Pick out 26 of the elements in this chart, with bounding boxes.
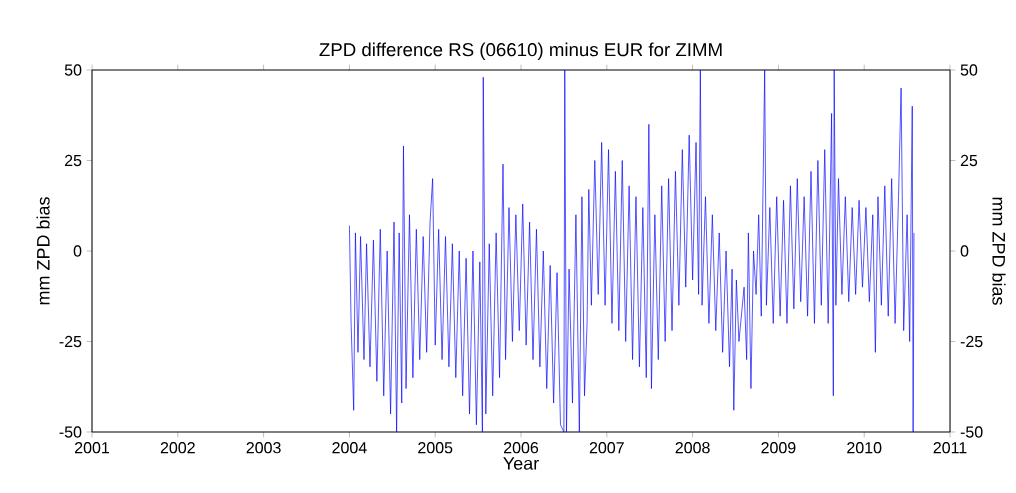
- y2-tick-label: 25: [960, 154, 978, 167]
- x-tick-label: 2008: [675, 442, 710, 454]
- x-tick-label: 2006: [504, 442, 539, 454]
- y-tick-label: 0: [73, 245, 82, 257]
- x-tick-label: 2005: [418, 442, 453, 454]
- x-tick-label: 2004: [332, 442, 367, 454]
- y2-axis-title: mm ZPD bias: [992, 197, 1006, 305]
- y-tick-label: -25: [59, 335, 82, 348]
- x-tick-label: 2003: [246, 442, 281, 454]
- x-axis-title: Year: [503, 457, 539, 470]
- line-series: [349, 70, 915, 432]
- x-tick-label: 2002: [160, 442, 195, 454]
- x-tick-label: 2009: [761, 442, 796, 454]
- y2-tick-label: 0: [960, 245, 969, 257]
- chart-title: ZPD difference RS (06610) minus EUR for ZIMM: [319, 42, 722, 60]
- x-tick-label: 2001: [75, 442, 110, 454]
- y2-tick-label: -25: [960, 335, 983, 348]
- y-tick-label: 50: [64, 64, 82, 76]
- y-tick-label: -50: [59, 426, 82, 438]
- y2-tick-label: -50: [960, 426, 983, 438]
- x-tick-label: 2011: [933, 442, 967, 454]
- y2-tick-label: 50: [960, 64, 978, 76]
- x-tick-label: 2007: [589, 442, 624, 454]
- y-tick-label: 25: [64, 154, 82, 167]
- y-axis-title: mm ZPD bias: [36, 197, 50, 305]
- x-tick-label: 2010: [847, 442, 882, 454]
